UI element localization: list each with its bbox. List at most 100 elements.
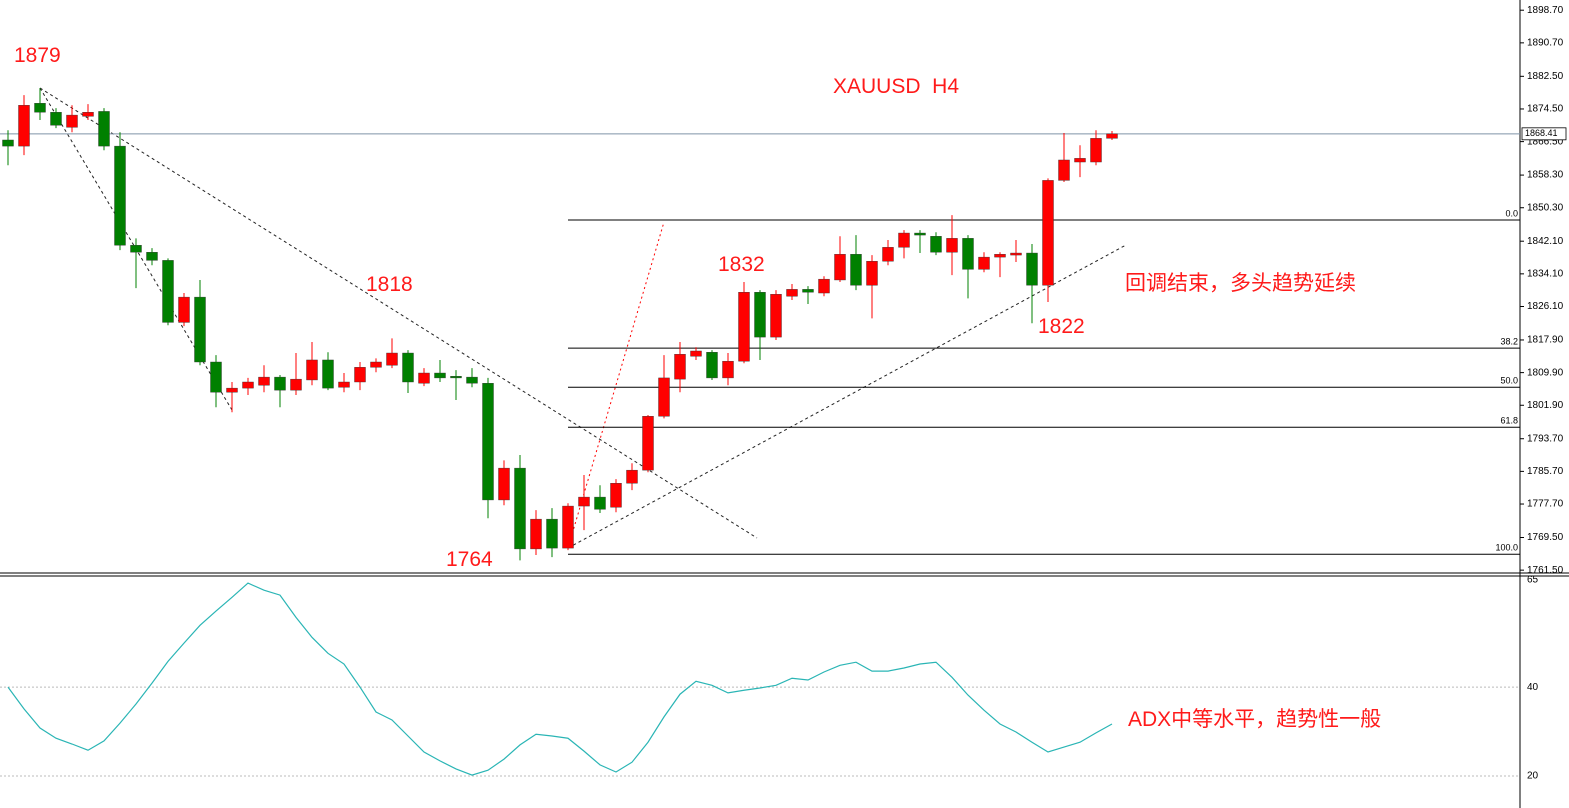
annotation: 1818 <box>366 273 413 296</box>
annotation: 1832 <box>718 253 765 276</box>
y-tick-label: 1785.70 <box>1527 466 1564 477</box>
candle-body <box>146 252 158 261</box>
candle-body <box>722 360 734 379</box>
fib-label: 0.0 <box>1505 208 1518 218</box>
candle-body <box>114 145 126 246</box>
candle-body <box>802 289 814 293</box>
candle-body <box>546 518 558 549</box>
y-tick-label: 1769.50 <box>1527 532 1564 543</box>
y-tick-label: 1809.90 <box>1527 367 1564 378</box>
candle-body <box>898 232 910 248</box>
y-tick-label: 1890.70 <box>1527 37 1564 48</box>
y-tick-label: 1858.30 <box>1527 170 1564 181</box>
candle-body <box>82 112 94 117</box>
y-tick-label: 1777.70 <box>1527 499 1564 510</box>
annotation: 1822 <box>1038 315 1085 338</box>
candle-body <box>706 352 718 379</box>
candle-body <box>450 376 462 379</box>
candle-body <box>514 467 526 550</box>
candle-body <box>338 381 350 388</box>
candle-body <box>1042 180 1054 286</box>
candle-body <box>914 232 926 236</box>
y-tick-label: 40 <box>1527 682 1539 693</box>
candle-body <box>226 387 238 393</box>
candle-body <box>322 359 334 389</box>
candle-body <box>946 238 958 253</box>
current-price-label: 1868.41 <box>1525 128 1558 138</box>
candle-body <box>194 296 206 363</box>
candle-body <box>818 278 830 294</box>
candle-body <box>690 350 702 357</box>
chart-title: XAUUSD H4 <box>833 75 959 98</box>
candle-body <box>642 416 654 471</box>
candle-body <box>98 111 110 147</box>
candle-body <box>386 352 398 366</box>
candle-body <box>962 238 974 270</box>
candle-body <box>18 105 30 147</box>
annotation: 1879 <box>14 44 61 67</box>
candle-body <box>738 292 750 362</box>
candle-body <box>66 114 78 128</box>
y-tick-label: 1842.10 <box>1527 236 1564 247</box>
candle-body <box>850 254 862 286</box>
candle-body <box>290 378 302 391</box>
candle-body <box>34 103 46 113</box>
y-tick-label: 1850.30 <box>1527 202 1564 213</box>
candle-body <box>1026 252 1038 286</box>
annotation: ADX中等水平，趋势性一般 <box>1128 708 1381 731</box>
candle-body <box>466 376 478 384</box>
annotation: 回调结束，多头趋势延续 <box>1125 272 1356 295</box>
candle-body <box>498 467 510 501</box>
candle-body <box>562 505 574 549</box>
marks: 1898.70 1890.70 1882.50 1874.50 1866.50 1858.… <box>0 5 1567 782</box>
fib-label: 38.2 <box>1500 337 1518 347</box>
candle-body <box>162 260 174 323</box>
annotation: 1764 <box>446 548 493 571</box>
candle-body <box>370 361 382 368</box>
candle-body <box>786 289 798 297</box>
candle-body <box>978 256 990 270</box>
candle-body <box>242 381 254 389</box>
candle-body <box>866 260 878 286</box>
y-tick-label: 1834.10 <box>1527 268 1564 279</box>
candle-body <box>1106 133 1118 139</box>
candle-body <box>1090 138 1102 163</box>
candle-body <box>930 236 942 253</box>
y-tick-label: 1801.90 <box>1527 400 1564 411</box>
candle-body <box>626 469 638 484</box>
candle-body <box>882 247 894 262</box>
y-tick-label: 1761.50 <box>1527 565 1564 576</box>
candle-body <box>610 483 622 508</box>
candle-body <box>674 354 686 380</box>
fib-label: 50.0 <box>1500 376 1518 386</box>
candle-body <box>770 294 782 338</box>
candle-body <box>1058 159 1070 181</box>
trend-line <box>567 244 1127 549</box>
fib-label: 100.0 <box>1495 543 1518 553</box>
y-tick-label: 1874.50 <box>1527 104 1564 115</box>
y-tick-label: 1793.70 <box>1527 433 1564 444</box>
candle-body <box>354 367 366 383</box>
candle-body <box>594 496 606 510</box>
candle-body <box>578 496 590 507</box>
candle-body <box>994 254 1006 258</box>
candle-body <box>210 361 222 393</box>
candle-body <box>258 376 270 386</box>
candle-body <box>130 245 142 253</box>
fib-label: 61.8 <box>1500 416 1518 426</box>
y-tick-label: 1866.50 <box>1527 136 1564 147</box>
y-tick-label: 65 <box>1527 575 1539 586</box>
candle-body <box>418 372 430 384</box>
candle-body <box>50 112 62 126</box>
candle-body <box>402 352 414 383</box>
candle-body <box>434 372 446 379</box>
y-tick-label: 1898.70 <box>1527 5 1564 16</box>
y-tick-label: 1826.10 <box>1527 301 1564 312</box>
candle-body <box>658 377 670 417</box>
candle-body <box>482 383 494 501</box>
candle-body <box>178 296 190 323</box>
candle-body <box>306 359 318 381</box>
y-tick-label: 1817.90 <box>1527 335 1564 346</box>
